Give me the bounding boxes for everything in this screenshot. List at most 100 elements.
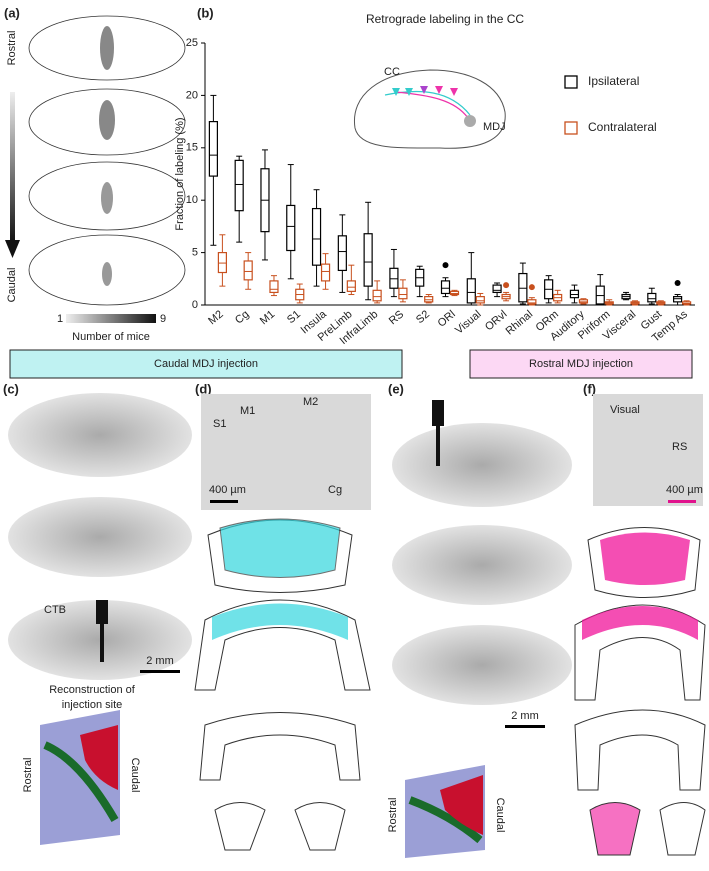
micrograph (201, 394, 371, 510)
scale-label: 2 mm (146, 655, 174, 667)
box (337, 235, 347, 272)
panel-label: (b) (197, 5, 214, 20)
section-header: Caudal MDJ injection (154, 358, 258, 370)
box (363, 233, 373, 287)
panel-label: (c) (3, 381, 19, 396)
box (320, 263, 331, 282)
box (346, 280, 356, 292)
scale-bar (668, 500, 696, 503)
scale-label: 9 (160, 313, 166, 325)
box (647, 292, 657, 303)
legend-label: Ipsilateral (588, 74, 639, 88)
box (217, 252, 227, 274)
box (449, 290, 460, 296)
label: Caudal (129, 758, 141, 793)
annotation: CC (384, 66, 400, 78)
y-tick-label: 10 (186, 194, 198, 206)
x-tick-label: S1 (285, 308, 303, 326)
box (527, 299, 537, 305)
brain-sections (28, 15, 186, 306)
label: Caudal (494, 798, 506, 833)
chart-title: Retrograde labeling in the CC (366, 12, 524, 26)
region-label: M1 (240, 405, 255, 417)
x-tick-label: RS (387, 308, 406, 327)
box (398, 287, 408, 300)
legend-swatch (564, 121, 578, 135)
box (243, 260, 253, 281)
legend-label: Contralateral (588, 120, 657, 134)
annotation: MDJ (483, 121, 506, 133)
x-tick-label: M2 (206, 308, 225, 327)
box (424, 296, 434, 303)
x-tick-label: S2 (414, 308, 432, 326)
region-label: RS (672, 441, 687, 453)
box (286, 204, 296, 252)
micrograph (593, 394, 703, 506)
x-tick-label: M1 (258, 308, 277, 327)
inset-brain (353, 69, 506, 149)
box (440, 280, 451, 295)
scale-label: 2 mm (511, 710, 539, 722)
y-axis-label: Fraction of labeling (%) (174, 117, 186, 230)
flier (442, 262, 449, 269)
box (673, 296, 683, 303)
region-label: S1 (213, 418, 226, 430)
region-label: M2 (303, 396, 318, 408)
y-tick-label: 20 (186, 89, 198, 101)
y-tick-label: 0 (192, 299, 198, 311)
label: Rostral (22, 758, 34, 793)
reconstructions (194, 518, 371, 851)
scale-label: 400 µm (666, 484, 703, 496)
brain-images (392, 400, 572, 858)
box (475, 296, 485, 304)
box (311, 207, 322, 266)
color-scale (66, 314, 156, 323)
axis-label: Rostral (6, 31, 18, 66)
panel-label: (d) (195, 381, 212, 396)
section-header: Rostral MDJ injection (529, 358, 633, 370)
scale-bar (210, 500, 238, 503)
region-label: Visual (610, 404, 640, 416)
label: Rostral (387, 798, 399, 833)
panel-label: (a) (4, 5, 20, 20)
box (234, 159, 244, 212)
label: injection site (62, 699, 123, 711)
box (595, 285, 605, 305)
flier (674, 279, 681, 286)
label: Reconstruction of (49, 684, 136, 696)
y-tick-label: 5 (192, 247, 198, 259)
box (372, 289, 382, 302)
brain-images (8, 393, 192, 845)
arrow-head (5, 240, 20, 258)
x-tick-label: Cg (233, 308, 251, 326)
box (208, 120, 218, 177)
header-box (469, 349, 693, 379)
header-box (9, 349, 403, 379)
box (492, 284, 502, 294)
flier (528, 284, 535, 291)
gradient-arrow (10, 92, 15, 242)
legend-swatch (564, 75, 578, 89)
region-label: Cg (328, 484, 342, 496)
panel-label: (f) (583, 381, 596, 396)
x-tick-label: Visual (453, 308, 484, 336)
box (578, 299, 589, 304)
scale-label: 1 (57, 313, 63, 325)
box (269, 280, 279, 294)
box (518, 272, 528, 303)
box (682, 301, 692, 305)
flier (503, 282, 510, 289)
box (466, 278, 476, 304)
box (389, 267, 399, 289)
panel-label: (e) (388, 381, 404, 396)
axis-label: Caudal (6, 268, 18, 303)
label: CTB (44, 604, 66, 616)
y-tick-label: 25 (186, 37, 198, 49)
x-tick-label: Rhinal (504, 308, 536, 337)
scale-title: Number of mice (72, 331, 150, 343)
scale-label: 400 µm (209, 484, 246, 496)
box (569, 289, 580, 299)
reconstructions (574, 527, 706, 856)
y-tick-label: 15 (186, 142, 198, 154)
